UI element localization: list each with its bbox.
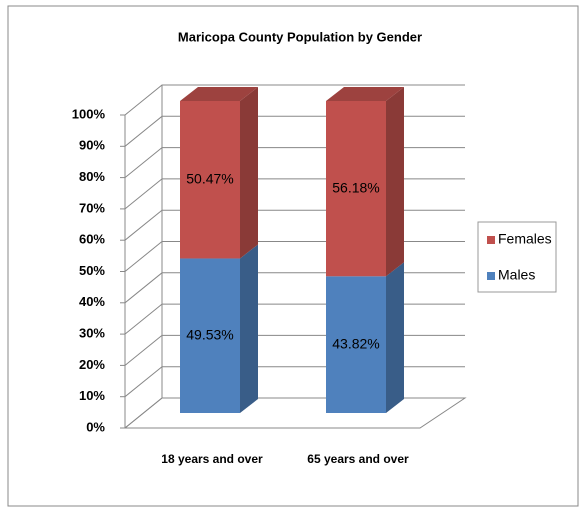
- grid-line: [124, 84, 465, 116]
- data-label: 49.53%: [186, 326, 233, 342]
- bar: [180, 258, 240, 413]
- data-label: 50.47%: [186, 170, 233, 186]
- y-tick-label: 40%: [79, 294, 105, 309]
- bar-top: [326, 87, 404, 101]
- bar-side: [386, 87, 404, 277]
- bar-side: [240, 87, 258, 259]
- y-tick-label: 20%: [79, 357, 105, 372]
- legend-label: Females: [498, 231, 552, 247]
- legend-label: Males: [498, 267, 535, 283]
- y-tick-label: 50%: [79, 263, 105, 278]
- y-tick-label: 10%: [79, 388, 105, 403]
- y-tick-label: 70%: [79, 200, 105, 215]
- legend-box: [477, 221, 557, 293]
- data-label: 43.82%: [332, 335, 379, 351]
- x-tick-label: 65 years and over: [307, 452, 409, 466]
- x-tick-label: 18 years and over: [161, 452, 263, 466]
- y-tick-label: 100%: [72, 106, 106, 121]
- y-tick-label: 0%: [86, 419, 105, 434]
- bar-side: [386, 262, 404, 413]
- floor: [123, 397, 467, 429]
- bar: [326, 101, 386, 277]
- bar-side: [240, 244, 258, 413]
- y-tick-label: 90%: [79, 138, 105, 153]
- legend-swatch: [487, 236, 495, 244]
- data-label: 56.18%: [332, 179, 379, 195]
- y-tick-label: 30%: [79, 326, 105, 341]
- bar: [180, 101, 240, 259]
- y-tick-label: 60%: [79, 232, 105, 247]
- chart-title: Maricopa County Population by Gender: [178, 29, 422, 44]
- y-tick-label: 80%: [79, 169, 105, 184]
- bar-top: [180, 87, 258, 101]
- legend-swatch: [487, 272, 495, 280]
- bar: [326, 276, 386, 413]
